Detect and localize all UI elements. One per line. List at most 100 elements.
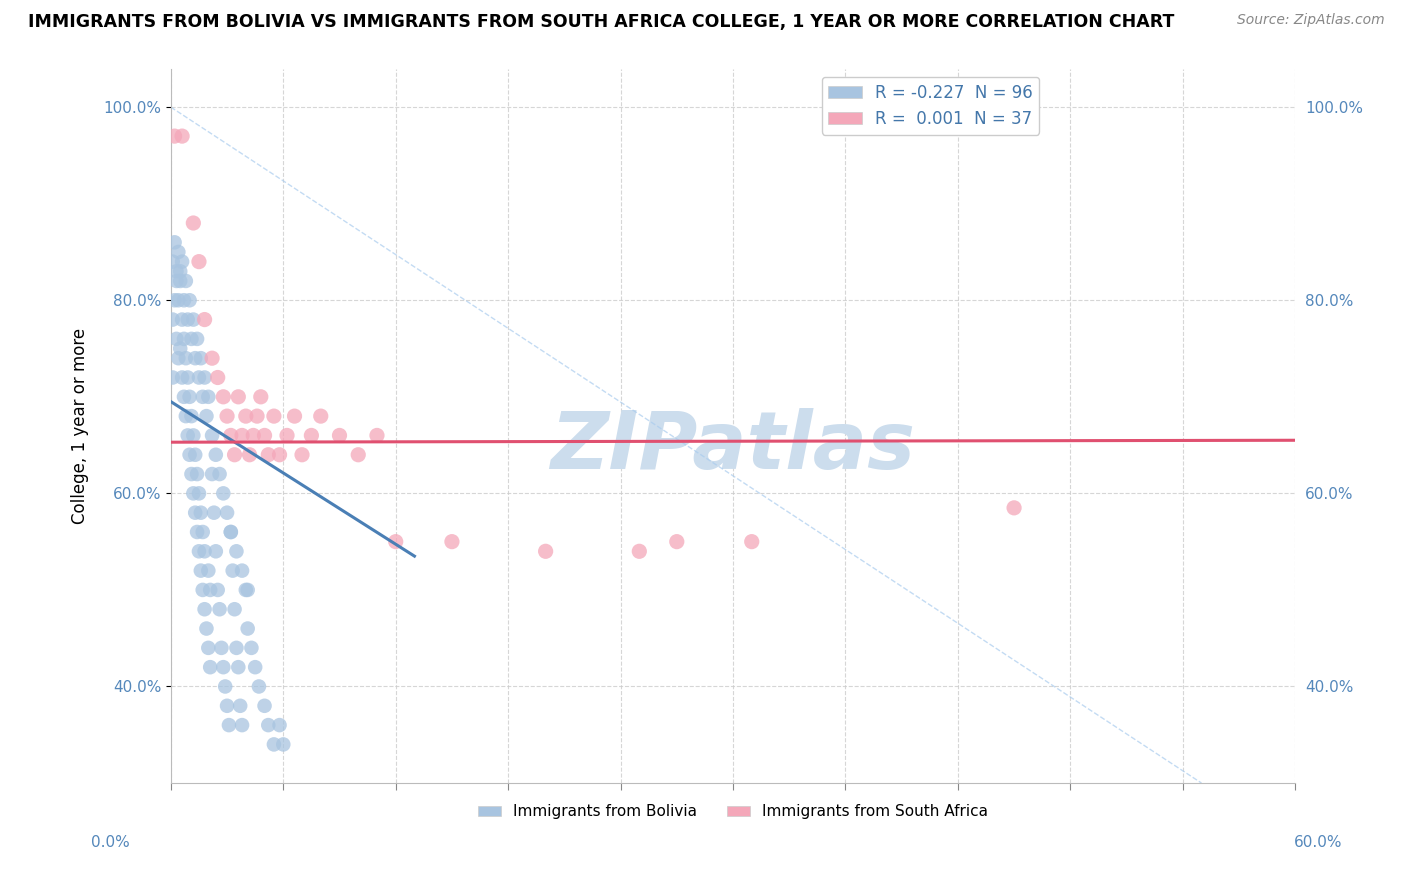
Point [174,274,197,288]
Point [184,506,207,520]
Point [163,129,186,144]
Point [188,254,211,268]
Point [183,312,205,326]
Point [207,582,229,597]
Point [172,370,194,384]
Point [188,370,211,384]
Point [200,582,222,597]
Point [276,428,298,442]
Point [166,274,188,288]
Point [235,582,257,597]
Point [166,264,188,278]
Point [201,467,224,481]
Point [257,718,280,732]
Point [240,640,263,655]
Point [263,409,285,424]
Point [190,564,212,578]
Point [257,448,280,462]
Point [236,622,259,636]
Point [173,293,195,308]
Point [224,602,246,616]
Point [202,506,225,520]
Point [231,564,253,578]
Point [179,293,201,308]
Point [235,409,257,424]
Point [179,390,201,404]
Point [628,544,651,558]
Text: 0.0%: 0.0% [91,836,131,850]
Point [215,506,238,520]
Point [253,698,276,713]
Point [162,370,184,384]
Point [1002,500,1025,515]
Point [173,390,195,404]
Point [283,409,305,424]
Point [205,448,228,462]
Point [183,486,205,500]
Point [225,640,247,655]
Point [180,332,202,346]
Point [194,312,217,326]
Point [384,534,406,549]
Point [366,428,388,442]
Point [169,264,191,278]
Point [200,660,222,674]
Point [173,332,195,346]
Point [212,486,235,500]
Point [208,467,231,481]
Point [191,524,214,539]
Text: ZIPatlas: ZIPatlas [551,409,915,486]
Point [741,534,763,549]
Point [186,524,208,539]
Point [212,660,235,674]
Point [218,718,240,732]
Point [253,428,276,442]
Point [224,448,246,462]
Point [299,428,322,442]
Point [215,698,238,713]
Point [665,534,688,549]
Point [440,534,463,549]
Point [249,390,271,404]
Point [163,235,186,250]
Point [184,351,207,366]
Point [179,448,201,462]
Text: Source: ZipAtlas.com: Source: ZipAtlas.com [1237,13,1385,28]
Point [197,640,219,655]
Point [291,448,314,462]
Text: 60.0%: 60.0% [1295,836,1343,850]
Point [309,409,332,424]
Point [242,428,264,442]
Point [166,332,188,346]
Point [188,544,211,558]
Point [219,524,242,539]
Point [169,274,191,288]
Point [190,351,212,366]
Point [328,428,350,442]
Point [186,332,208,346]
Point [183,428,205,442]
Point [219,428,242,442]
Point [174,409,197,424]
Point [238,448,260,462]
Point [226,660,249,674]
Point [221,564,243,578]
Text: IMMIGRANTS FROM BOLIVIA VS IMMIGRANTS FROM SOUTH AFRICA COLLEGE, 1 YEAR OR MORE : IMMIGRANTS FROM BOLIVIA VS IMMIGRANTS FR… [28,13,1174,31]
Point [188,486,211,500]
Legend: Immigrants from Bolivia, Immigrants from South Africa: Immigrants from Bolivia, Immigrants from… [471,798,994,825]
Point [229,698,252,713]
Point [226,390,249,404]
Point [247,680,270,694]
Point [167,244,190,259]
Point [214,680,236,694]
Point [167,293,190,308]
Point [183,216,205,230]
Point [269,718,291,732]
Point [231,718,253,732]
Point [243,660,266,674]
Y-axis label: College, 1 year or more: College, 1 year or more [72,327,89,524]
Point [169,342,191,356]
Point [215,409,238,424]
Point [269,448,291,462]
Point [174,351,197,366]
